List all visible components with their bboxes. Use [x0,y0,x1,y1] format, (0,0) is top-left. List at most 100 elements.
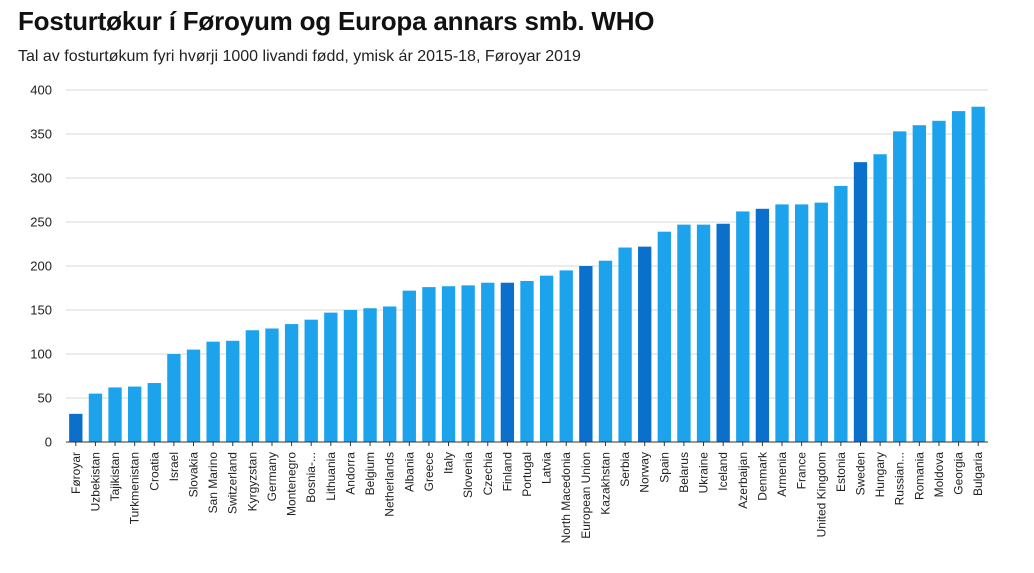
bar: France: 270 [794,204,809,442]
bar: Netherlands: 154 [383,306,397,442]
y-tick-label: 100 [30,347,52,362]
x-tick-label: Spain [657,452,671,483]
y-tick-label: 200 [30,259,52,274]
bar: Tajikistan: 62 [108,387,122,442]
bar: Greece: 176 [422,287,436,442]
x-tick-label: North Macedonia [559,452,573,544]
x-tick-label: Switzerland [226,452,240,514]
bar: Russian...: 353 [893,131,907,443]
bar: Israel: 100 [167,354,181,442]
bar: Føroyar: 32 [69,413,83,442]
bar: Bosnia-...: 139 [304,319,318,442]
x-tick-label: Montenegro [285,452,299,516]
bar: Kyrgyzstan: 127 [245,330,260,442]
bar: Spain: 239 [657,231,671,442]
x-tick-label: Armenia [775,452,789,497]
bar: Slovenia: 178 [461,285,475,442]
x-tick-label: Uzbekistan [88,452,102,511]
x-tick-label: Sweden [853,452,867,495]
x-tick-label: Moldova [932,452,946,498]
x-tick-label: Italy [442,452,456,474]
bar: Switzerland: 115 [226,340,240,442]
x-tick-label: Bulgaria [971,452,985,496]
y-tick-label: 250 [30,215,52,230]
bar: Italy: 177 [441,286,456,442]
bar: Georgia: 376 [951,111,966,443]
bar: Turkmenistan: 63 [127,386,142,442]
x-tick-label: Israel [167,452,181,481]
x-tick-label: Iceland [716,452,730,491]
x-tick-label: Belgium [363,452,377,495]
bar: Belgium: 152 [363,308,377,442]
x-tick-label: Romania [912,452,926,500]
bar: Bulgaria: 381 [971,106,985,442]
x-tick-label: San Marino [206,452,220,514]
y-tick-label: 150 [30,303,52,318]
x-tick-label: Slovakia [187,452,201,498]
x-tick-label: Georgia [952,452,966,495]
x-tick-label: Finland [500,452,514,491]
x-tick-label: Portugal [520,452,534,497]
bar: Latvia: 189 [539,275,554,442]
y-tick-label: 400 [30,83,52,98]
bar: Germany: 129 [265,328,279,442]
bar: Croatia: 67 [147,383,161,442]
x-tick-label: Belarus [677,452,691,493]
bar: Slovakia: 105 [186,349,201,442]
bar: Denmark: 265 [755,208,770,442]
x-tick-label: Denmark [755,451,769,501]
bar: Kazakhstan: 206 [598,260,613,442]
y-tick-label: 50 [38,391,52,406]
bar: Sweden: 318 [853,162,868,442]
x-tick-label: Netherlands [383,452,397,517]
bar: Estonia: 291 [834,185,848,443]
x-tick-label: United Kingdom [814,452,828,537]
x-tick-label: Føroyar [69,452,83,494]
x-tick-label: Kyrgyzstan [245,452,259,511]
bar: Norway: 222 [638,246,652,442]
bar: Czechia: 181 [481,282,495,442]
chart-subtitle: Tal av fosturtøkum fyri hvørji 1000 liva… [18,48,581,65]
x-tick-label: Serbia [618,452,632,487]
bar: Iceland: 248 [716,223,730,442]
x-tick-label: Bosnia-... [304,452,318,503]
y-tick-label: 350 [30,127,52,142]
y-tick-label: 300 [30,171,52,186]
x-tick-label: Lithuania [324,452,338,501]
bar: Moldova: 365 [932,120,946,443]
bar: Portugal: 183 [520,280,534,442]
x-tick-label: Slovenia [461,452,475,498]
x-tick-label: Germany [265,452,279,501]
x-tick-label: Albania [402,452,416,492]
bar: Azerbaijan: 262 [736,211,750,442]
y-tick-label: 0 [45,435,52,450]
x-tick-label: Czechia [481,452,495,496]
x-tick-label: Kazakhstan [598,452,612,515]
chart-title: Fosturtøkur í Føroyum og Europa annars s… [18,6,655,36]
bar: San Marino: 114 [206,341,220,442]
bar: Serbia: 221 [618,247,632,442]
bar: North Macedonia: 195 [559,270,573,442]
x-tick-label: Estonia [834,452,848,492]
bar: Romania: 360 [912,125,927,442]
bar: Lithuania: 147 [324,312,338,442]
bar: European Union: 200 [579,266,593,442]
x-tick-label: Ukraine [697,452,711,494]
bar: Montenegro: 134 [284,324,299,442]
bar: Uzbekistan: 55 [88,393,103,442]
bar: Albania: 172 [402,290,416,442]
x-tick-label: Turkmenistan [128,452,142,524]
x-tick-label: Tajikistan [108,452,122,501]
x-tick-label: Norway [638,452,652,493]
x-tick-label: Greece [422,452,436,492]
x-tick-label: Russian... [893,452,907,505]
bar: Armenia: 270 [775,204,789,442]
x-tick-label: European Union [579,452,593,539]
x-tick-label: Hungary [873,452,887,497]
bar: United Kingdom: 272 [814,202,828,442]
x-tick-label: Latvia [540,452,554,484]
x-tick-label: Croatia [147,452,161,491]
bar: Finland: 181 [500,282,515,442]
bar: Andorra: 150 [343,310,358,442]
